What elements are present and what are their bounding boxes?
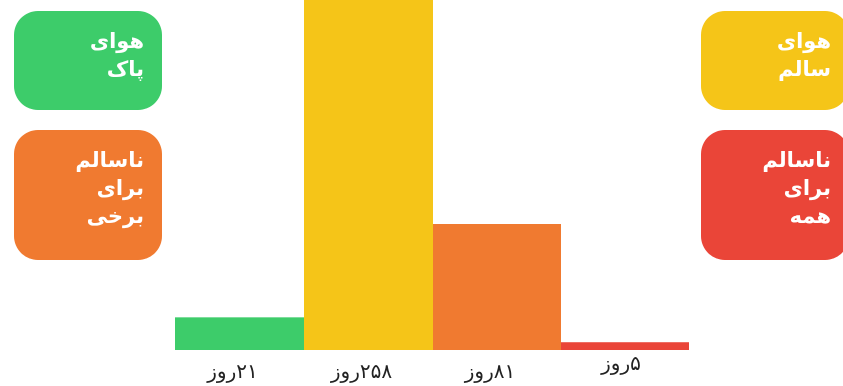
bar-label-4: ۵روز bbox=[600, 351, 641, 375]
legend-unhealthy-some: ناسالم برای برخی bbox=[14, 130, 162, 260]
bars-group bbox=[175, 0, 689, 350]
legend-clean-air: هوای پاک bbox=[14, 11, 162, 110]
bar-3 bbox=[433, 224, 561, 350]
legend-healthy-air: هوای سالم bbox=[701, 11, 843, 110]
bar-labels-group: ۲۱روز ۲۵۸روز ۸۱روز ۵روز bbox=[206, 351, 641, 383]
legend-unhealthy-all: ناسالم برای همه bbox=[701, 130, 843, 260]
bar-4 bbox=[561, 342, 689, 350]
bar-2 bbox=[304, 0, 433, 350]
bar-label-1: ۲۱روز bbox=[206, 359, 257, 383]
bar-1 bbox=[175, 317, 304, 350]
bar-label-2: ۲۵۸روز bbox=[330, 359, 392, 383]
bar-label-3: ۸۱روز bbox=[464, 359, 515, 383]
